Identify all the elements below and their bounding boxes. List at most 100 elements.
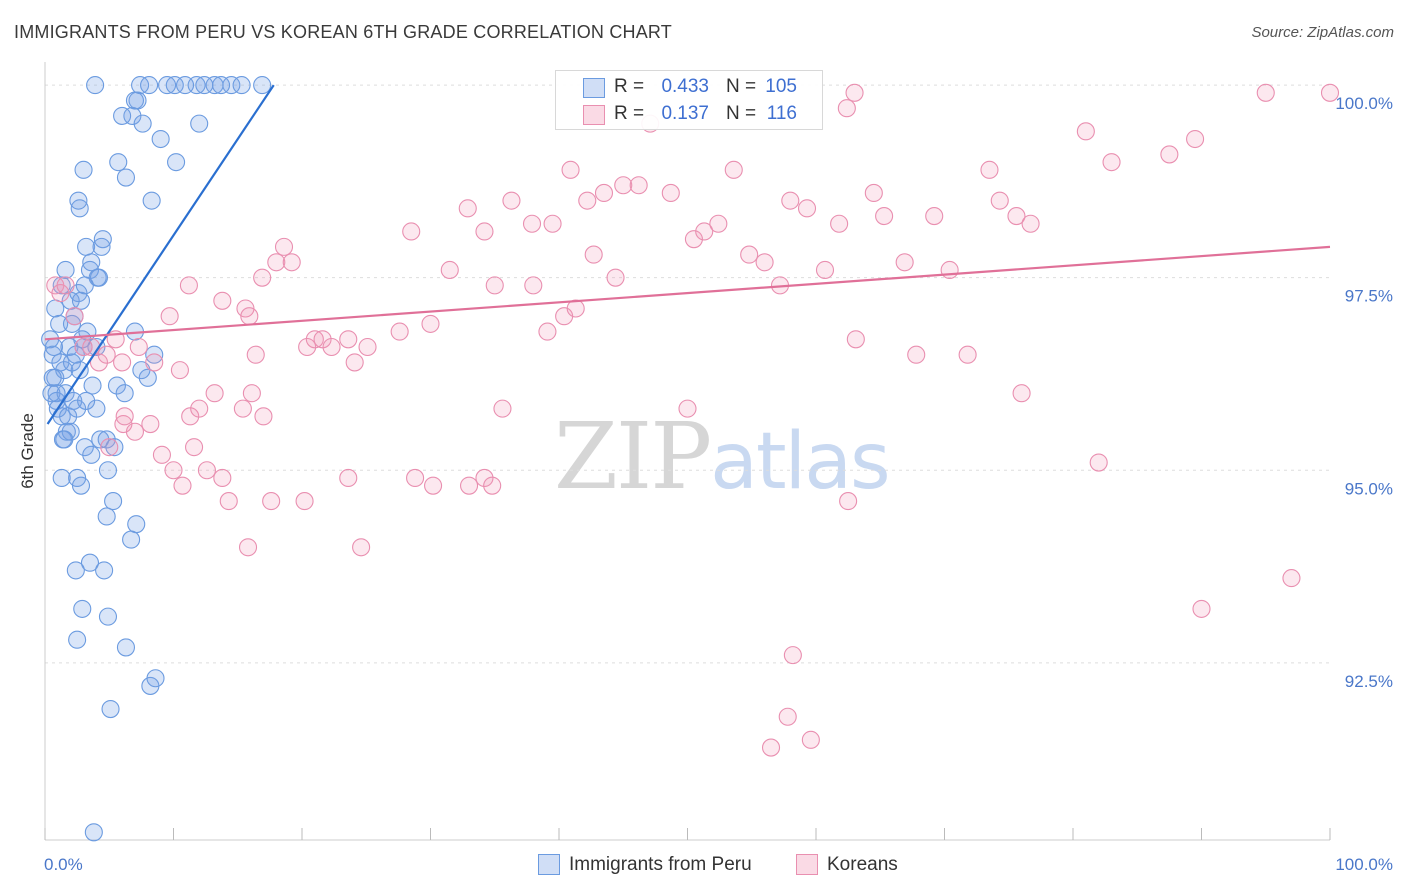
korean-point [173,476,192,495]
korean-point [1089,453,1108,472]
peru-point [71,476,91,495]
axis-labels: 92.5% 95.0% 97.5% 100.0% 0.0% 100.0% 6th Grade [18,94,1393,874]
peru-point [52,276,71,295]
korean-point [82,337,101,357]
peru-point [46,299,65,318]
korean-point [145,353,164,372]
x-tick-label-max: 100.0% [1335,855,1393,874]
korean-point [475,222,494,241]
peru-point [82,445,101,464]
peru-point [43,368,62,387]
korean-point [56,276,75,295]
peru-point [50,314,69,333]
peru-point [176,76,195,95]
korean-point [709,214,728,233]
peru-point [77,237,96,256]
korean-point [352,538,371,557]
korean-point [524,276,543,295]
korean-point [845,83,864,102]
korean-point [1186,129,1205,149]
y-axis-title: 6th Grade [18,413,37,489]
korean-point [141,414,160,434]
korean-point [97,345,116,364]
y-tick-label: 92.5% [1345,672,1393,691]
korean-point [115,407,134,426]
korean-point [233,399,252,418]
legend-n-label: N = [726,76,757,97]
korean-point [661,183,680,203]
legend-label-koreans: Koreans [827,854,898,875]
peru-point [77,391,96,410]
peru-point [86,76,105,95]
korean-point [213,291,232,310]
peru-point [165,76,184,95]
korean-point [238,538,258,557]
korean-point [907,345,926,364]
korean-point [783,646,802,665]
y-tick-label: 95.0% [1345,479,1393,498]
korean-point [830,214,849,233]
korean-point [339,330,358,349]
peru-point [97,507,116,526]
korean-point [684,230,703,249]
legend-row-peru: R = 0.433 N = 105 [556,74,822,100]
peru-point [146,669,165,688]
korean-point [197,461,216,480]
korean-point [846,330,865,349]
peru-point [83,376,102,395]
korean-point [114,414,133,434]
legend-item-koreans[interactable]: Koreans [796,852,926,878]
peru-point [142,191,161,210]
korean-point [695,222,714,241]
korean-point [170,361,189,380]
chart-title: IMMIGRANTS FROM PERU VS KOREAN 6TH GRADE… [14,22,673,42]
peru-point [253,76,272,95]
legend-n-value: 116 [766,103,797,124]
korean-point [1256,83,1275,102]
peru-point [56,260,75,280]
peru-trend-line [46,84,275,425]
korean-point [543,214,562,233]
korean-point [958,345,977,364]
korean-point [584,245,603,264]
peru-point [70,199,89,218]
korean-point [339,468,358,488]
korean-point [566,299,585,318]
peru-point [98,607,118,626]
korean-point [815,260,835,280]
korean-point [755,253,774,272]
korean-point [1007,207,1026,226]
watermark-zip: ZIP [554,403,712,510]
peru-point [69,191,88,210]
series-koreans-points [46,83,1340,757]
korean-point [925,207,944,226]
korean-point [594,183,614,203]
legend-item-peru[interactable]: Immigrants from Peru [538,852,778,878]
watermark: ZIPatlas [554,403,891,510]
korean-point [100,438,119,457]
peru-point [232,76,251,95]
korean-point [797,199,817,218]
peru-point [87,399,106,418]
legend-r-label: R = [614,103,645,124]
korean-point [1021,214,1040,233]
peru-point [104,492,123,511]
korean-point [980,160,999,179]
peru-point [133,114,152,133]
korean-point [254,407,273,426]
peru-point [70,361,89,380]
korean-point [1102,153,1121,172]
legend-r-value: 0.137 [661,103,709,124]
korean-point [406,468,425,488]
korean-point [724,160,743,179]
korean-point [781,191,800,210]
korean-point [1076,122,1095,141]
peru-point [116,638,136,657]
korean-point [864,183,883,203]
peru-point [113,106,132,125]
korean-point [113,353,132,372]
peru-point [140,76,159,95]
korean-point [213,468,232,488]
korean-point [390,322,409,341]
korean-point [740,245,759,264]
